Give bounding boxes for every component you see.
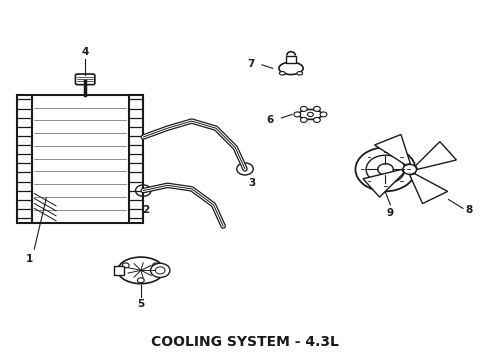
Ellipse shape: [279, 62, 303, 75]
Text: 2: 2: [142, 205, 149, 215]
Circle shape: [366, 155, 405, 184]
Polygon shape: [374, 135, 411, 165]
Ellipse shape: [118, 257, 164, 284]
Text: 9: 9: [387, 208, 394, 218]
Circle shape: [300, 107, 307, 111]
Bar: [286, 56, 296, 63]
Circle shape: [294, 112, 301, 117]
Circle shape: [150, 263, 170, 278]
Text: 1: 1: [26, 254, 33, 264]
Text: 6: 6: [267, 115, 274, 125]
Text: 3: 3: [248, 178, 256, 188]
Circle shape: [403, 165, 416, 174]
Ellipse shape: [299, 109, 322, 120]
Polygon shape: [410, 174, 448, 203]
Text: 8: 8: [466, 205, 473, 215]
Circle shape: [378, 164, 393, 175]
Circle shape: [308, 112, 313, 117]
Polygon shape: [363, 169, 404, 197]
Ellipse shape: [297, 72, 303, 75]
Bar: [114, 266, 124, 275]
Circle shape: [314, 107, 320, 111]
Circle shape: [155, 267, 165, 274]
Circle shape: [355, 147, 416, 192]
Text: 7: 7: [247, 59, 255, 69]
Circle shape: [237, 163, 253, 175]
Circle shape: [320, 112, 327, 117]
Text: 4: 4: [81, 47, 89, 57]
Ellipse shape: [279, 72, 285, 75]
Circle shape: [136, 185, 151, 196]
Circle shape: [122, 263, 129, 268]
Circle shape: [152, 263, 159, 268]
Circle shape: [314, 117, 320, 122]
Polygon shape: [416, 141, 456, 169]
Text: COOLING SYSTEM - 4.3L: COOLING SYSTEM - 4.3L: [151, 335, 339, 349]
Text: 5: 5: [137, 300, 145, 310]
Circle shape: [300, 117, 307, 122]
Bar: [32, 95, 129, 222]
FancyBboxPatch shape: [75, 74, 95, 85]
Circle shape: [138, 278, 144, 283]
